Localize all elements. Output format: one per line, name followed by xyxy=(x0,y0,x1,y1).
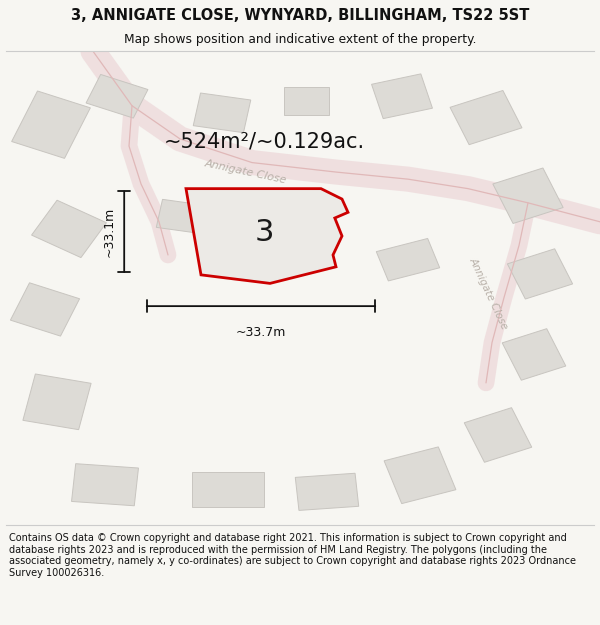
Polygon shape xyxy=(23,374,91,429)
Polygon shape xyxy=(450,91,522,144)
Text: 3: 3 xyxy=(254,217,274,247)
Polygon shape xyxy=(284,87,329,115)
Text: Annigate Close: Annigate Close xyxy=(468,255,510,331)
Polygon shape xyxy=(295,473,359,511)
Polygon shape xyxy=(192,472,264,508)
Polygon shape xyxy=(11,91,91,158)
Polygon shape xyxy=(193,93,251,132)
Polygon shape xyxy=(493,168,563,224)
Text: ~524m²/~0.129ac.: ~524m²/~0.129ac. xyxy=(163,131,365,151)
Text: Map shows position and indicative extent of the property.: Map shows position and indicative extent… xyxy=(124,34,476,46)
Polygon shape xyxy=(32,200,106,258)
Polygon shape xyxy=(464,408,532,462)
Polygon shape xyxy=(508,249,572,299)
Polygon shape xyxy=(186,189,348,283)
Text: 3, ANNIGATE CLOSE, WYNYARD, BILLINGHAM, TS22 5ST: 3, ANNIGATE CLOSE, WYNYARD, BILLINGHAM, … xyxy=(71,8,529,23)
Polygon shape xyxy=(384,447,456,504)
Text: Annigate Close: Annigate Close xyxy=(204,159,288,186)
Text: Contains OS data © Crown copyright and database right 2021. This information is : Contains OS data © Crown copyright and d… xyxy=(9,533,576,578)
Polygon shape xyxy=(502,329,566,380)
Polygon shape xyxy=(86,74,148,118)
Polygon shape xyxy=(10,282,80,336)
Text: ~33.7m: ~33.7m xyxy=(236,326,286,339)
Polygon shape xyxy=(371,74,433,119)
Polygon shape xyxy=(376,239,440,281)
Text: ~33.1m: ~33.1m xyxy=(103,207,116,257)
Polygon shape xyxy=(156,199,216,235)
Polygon shape xyxy=(71,464,139,506)
